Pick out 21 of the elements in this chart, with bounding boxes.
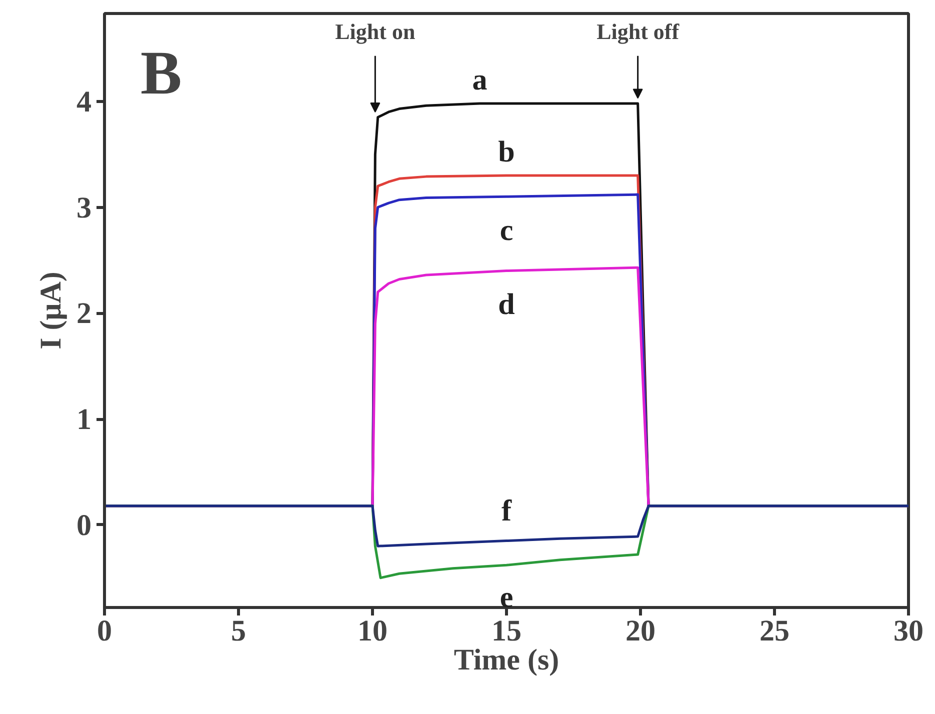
annotation: Light off (596, 18, 680, 44)
series-label: f (502, 494, 513, 528)
x-tick-label: 20 (626, 614, 656, 648)
annotation: B (140, 40, 182, 108)
x-tick-label: 5 (231, 614, 246, 648)
series-label: a (472, 64, 488, 97)
series-label: d (498, 288, 516, 322)
series-label: c (500, 214, 514, 248)
y-tick-label: 1 (76, 403, 92, 436)
x-tick-label: 25 (760, 614, 790, 648)
y-tick-label: 3 (76, 191, 92, 224)
x-tick-label: 30 (894, 614, 924, 648)
y-tick-label: 4 (76, 85, 92, 118)
series-label: e (500, 580, 514, 614)
x-tick-label: 10 (358, 614, 388, 648)
y-tick-label: 2 (76, 297, 92, 330)
y-tick-label: 0 (76, 508, 92, 542)
y-axis-title: I (μA) (34, 272, 68, 350)
x-tick-label: 0 (97, 614, 112, 648)
annotation: Light on (335, 18, 416, 44)
series-label: b (498, 136, 515, 169)
